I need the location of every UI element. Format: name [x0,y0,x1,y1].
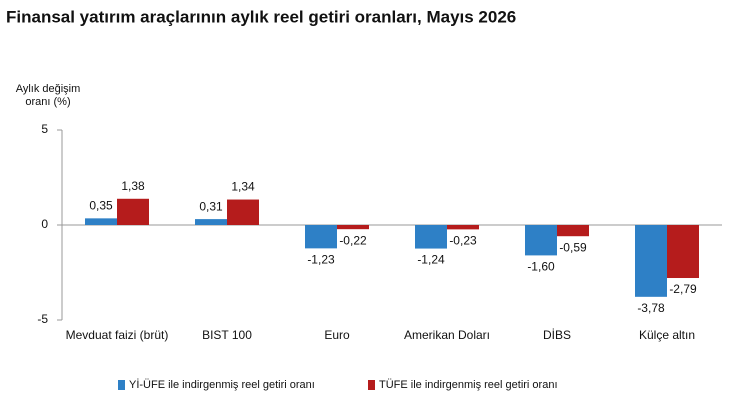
y-tick-label: 0 [41,217,48,231]
x-tick-label: Mevduat faizi (brüt) [66,328,169,342]
value-label: 1,34 [231,180,255,194]
y-axis-label: oranı (%) [25,96,70,108]
value-label: -3,78 [637,301,665,315]
x-tick-label: BIST 100 [202,328,252,342]
y-axis-label: Aylık değişim [16,83,81,95]
x-tick-label: Amerikan Doları [404,328,490,342]
value-label: -1,23 [307,253,335,267]
x-tick-label: Euro [324,328,350,342]
legend-label: Yİ-ÜFE ile indirgenmiş reel getiri oranı [129,378,315,391]
legend-swatch [118,380,125,390]
value-label: -0,59 [559,240,587,254]
bar [635,225,667,297]
y-tick-label: -5 [37,312,48,326]
value-label: -0,22 [339,233,367,247]
x-tick-label: DİBS [543,328,571,342]
value-label: -0,23 [449,234,477,248]
bar [415,225,447,249]
bar [85,218,117,225]
bar [305,225,337,249]
legend-label: TÜFE ile indirgenmiş reel getiri oranı [379,379,558,391]
value-label: -1,24 [417,253,445,267]
bar [557,225,589,237]
chart-title: Finansal yatırım araçlarının aylık reel … [6,7,516,26]
value-label: 0,35 [89,199,113,213]
x-tick-label: Külçe altın [639,328,695,342]
bar [447,225,479,230]
bar [667,225,699,279]
value-label: 0,31 [199,199,223,213]
bar [337,225,369,230]
value-label: -2,79 [669,282,697,296]
value-label: -1,60 [527,260,555,274]
bar [117,198,149,225]
y-tick-label: 5 [41,122,48,136]
bar [195,219,227,225]
bar [525,225,557,256]
value-label: 1,38 [121,179,145,193]
bar [227,199,259,225]
legend-swatch [368,380,375,390]
